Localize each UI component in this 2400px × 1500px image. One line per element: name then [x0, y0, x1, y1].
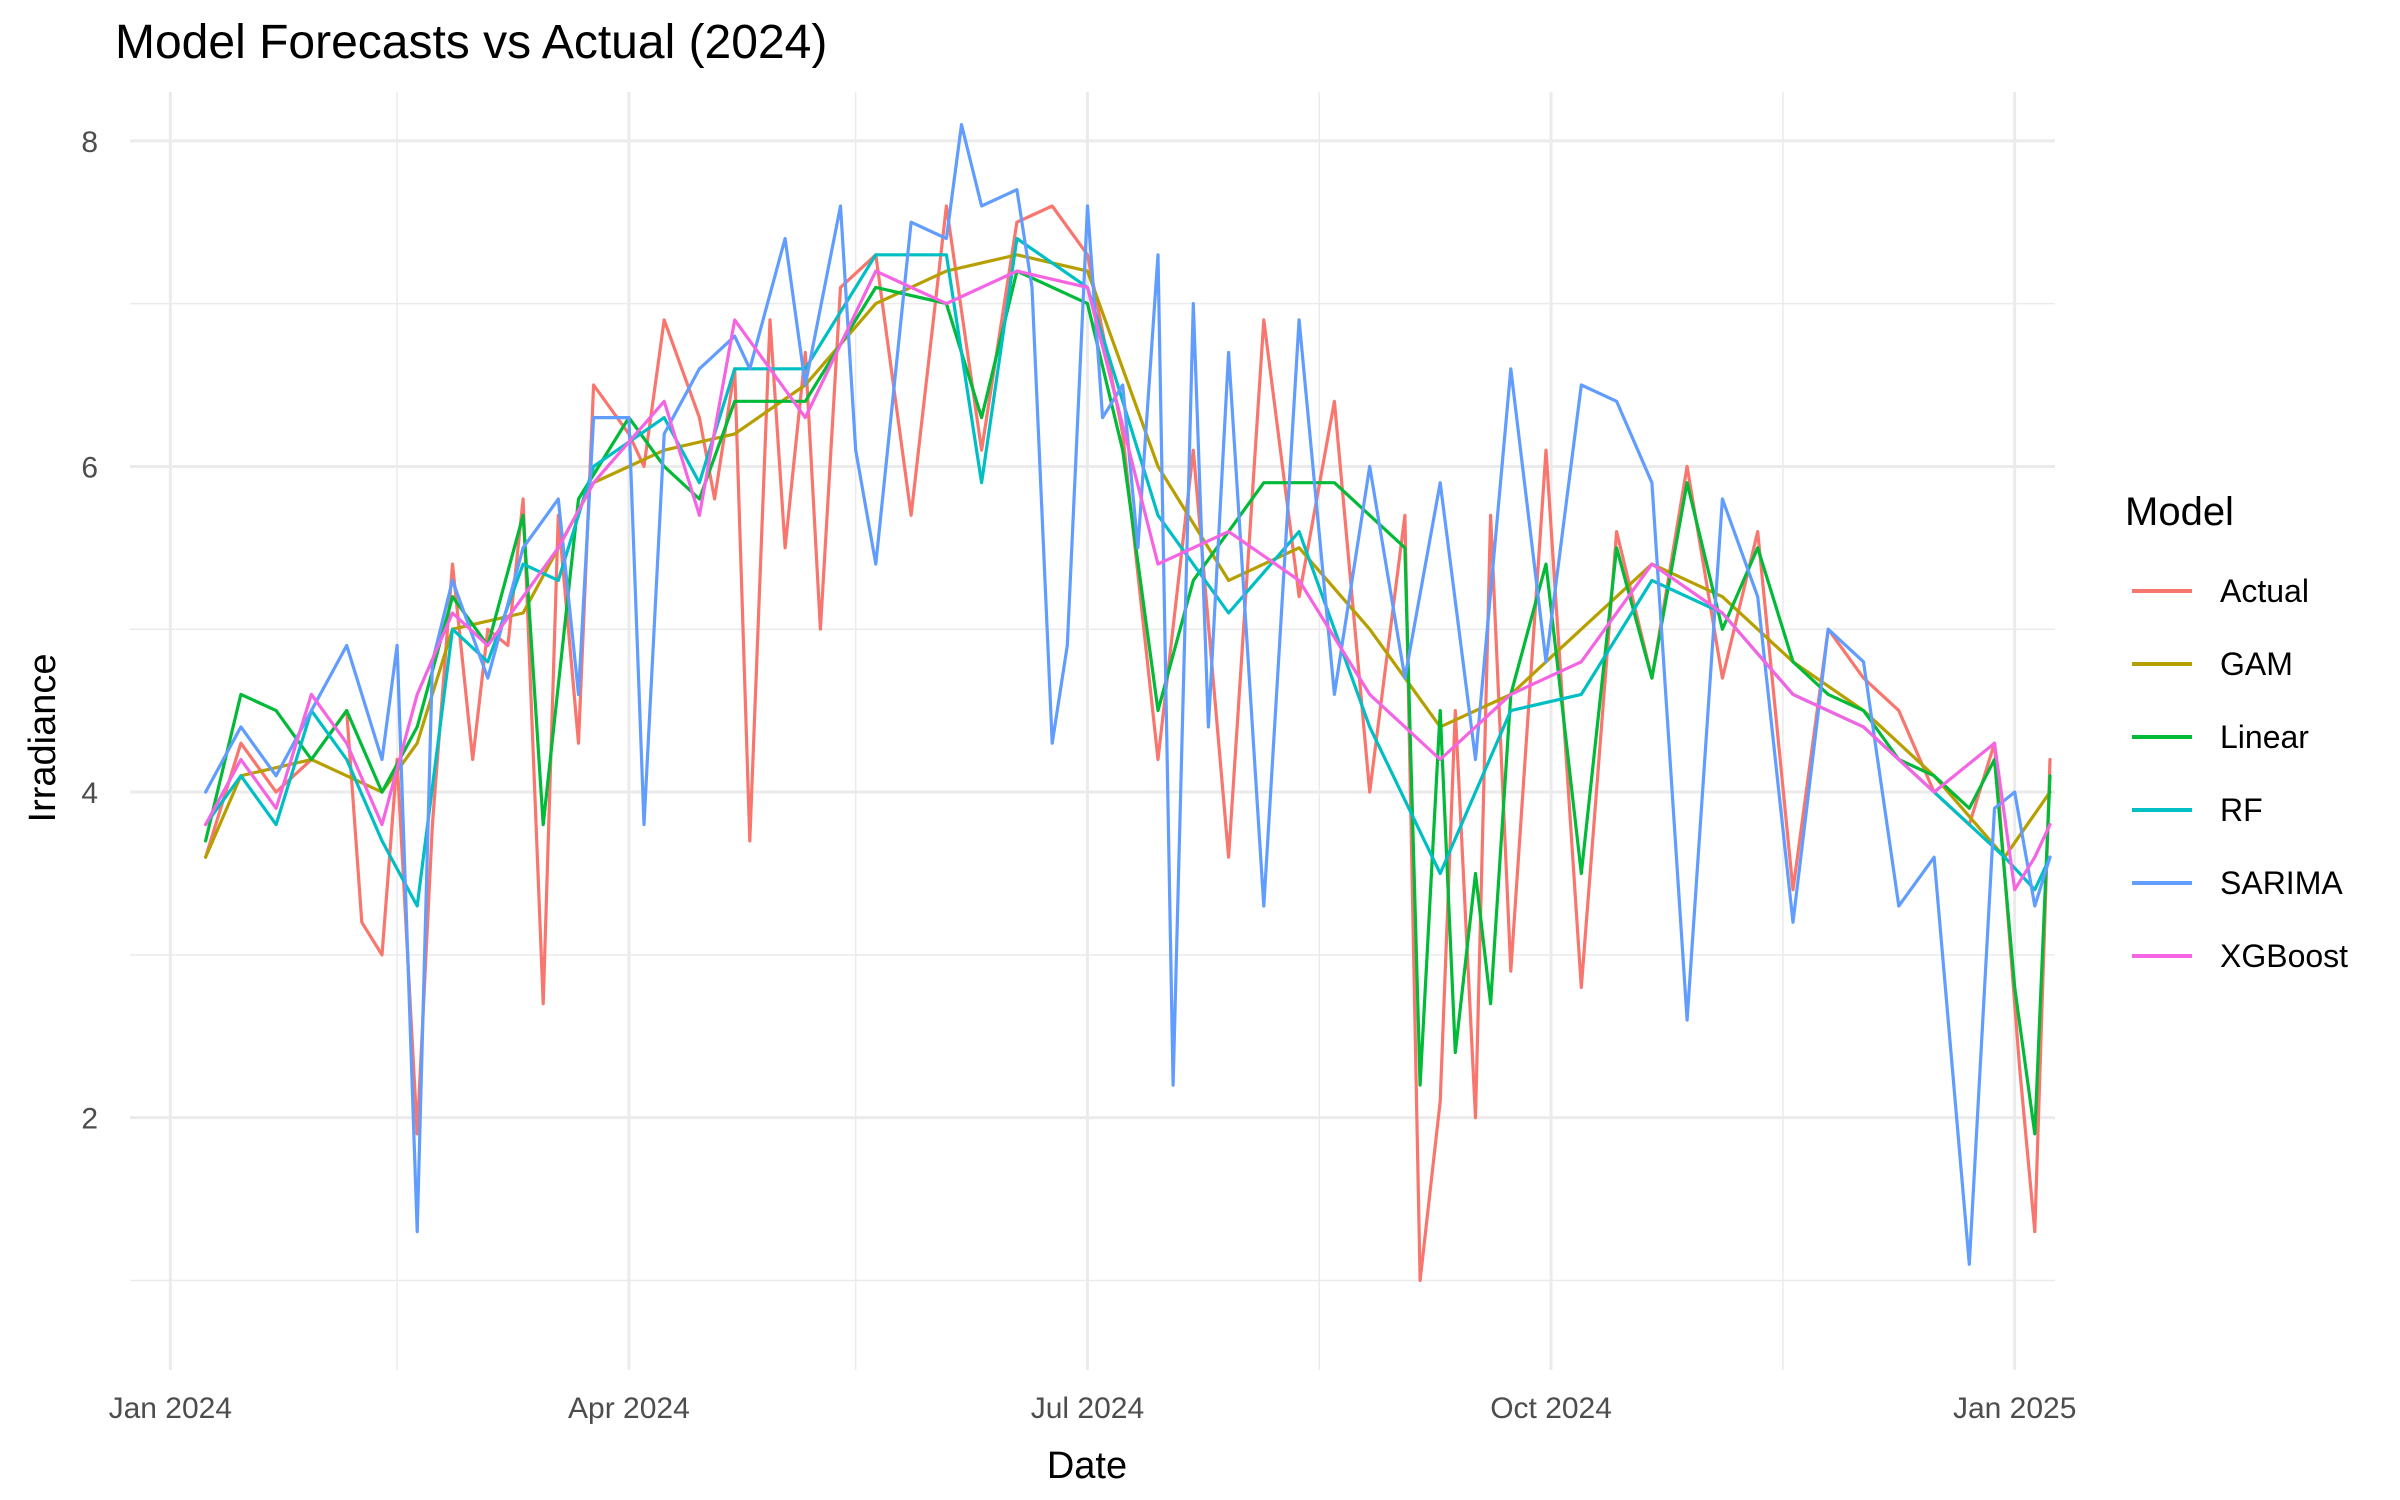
legend-label-linear: Linear [2220, 719, 2309, 755]
x-axis-tick-labels: Jan 2024 Apr 2024 Jul 2024 Oct 2024 Jan 2025 [109, 1392, 2077, 1425]
y-tick-label: 2 [81, 1103, 98, 1136]
series-line-actual [204, 204, 2052, 1283]
legend-label-xgboost: XGBoost [2220, 938, 2348, 974]
x-tick-label: Jul 2024 [1031, 1392, 1144, 1425]
y-axis-title: Irradiance [22, 654, 64, 823]
series-line-rf [204, 236, 2052, 908]
series-line-linear [204, 269, 2052, 1136]
legend-label-actual: Actual [2220, 573, 2309, 609]
x-tick-label: Jan 2024 [109, 1392, 232, 1425]
x-tick-label: Oct 2024 [1490, 1392, 1612, 1425]
major-gridlines [130, 92, 2055, 1370]
series-line-sarima [204, 122, 2052, 1266]
series-lines [204, 122, 2052, 1283]
series-line-xgboost [204, 269, 2052, 892]
legend-label-gam: GAM [2220, 646, 2293, 682]
y-tick-label: 6 [81, 451, 98, 484]
x-axis-title: Date [1047, 1445, 1127, 1487]
legend-label-sarima: SARIMA [2220, 865, 2343, 901]
y-tick-label: 8 [81, 126, 98, 159]
chart-title: Model Forecasts vs Actual (2024) [115, 16, 827, 69]
x-tick-label: Apr 2024 [568, 1392, 690, 1425]
x-tick-label: Jan 2025 [1953, 1392, 2076, 1425]
legend-title: Model [2125, 490, 2234, 534]
legend-label-rf: RF [2220, 792, 2263, 828]
y-tick-label: 4 [81, 777, 98, 810]
series-line-gam [204, 253, 2052, 859]
legend: Model Actual GAM Linear RF SARIMA XGBoost [2125, 490, 2348, 974]
y-axis-tick-labels: 2 4 6 8 [81, 126, 98, 1136]
